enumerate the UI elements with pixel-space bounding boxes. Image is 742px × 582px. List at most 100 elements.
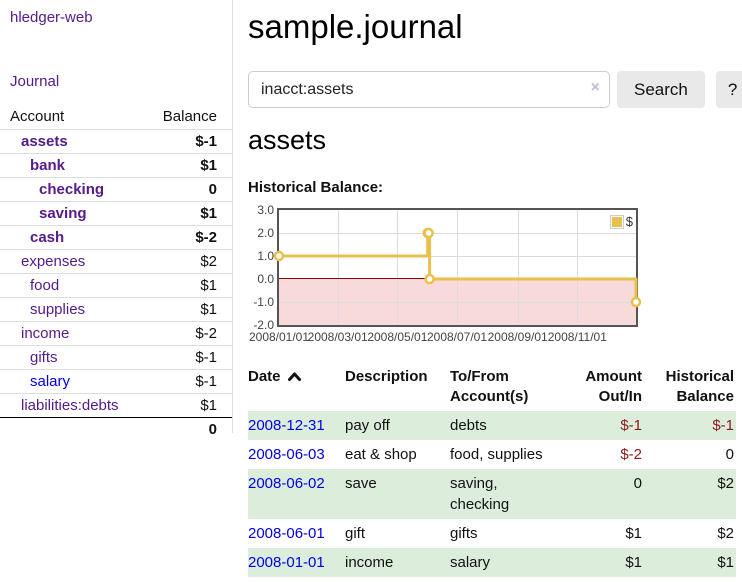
chart-legend: $ [609,214,633,229]
legend-label: $ [625,214,633,229]
transaction-amount: $-1 [620,417,642,434]
transaction-amount: $1 [625,525,642,542]
account-balance-food: $1 [200,277,217,294]
transaction-description: eat & shop [345,446,417,463]
account-row-salary: salary $-1 [0,369,232,394]
x-axis-tick-label: 2008/05/01 [367,330,428,344]
gridline [337,210,339,325]
transaction-accounts: food, supplies [450,446,543,463]
account-row-bank: bank $1 [0,153,232,178]
transaction-balance: 0 [725,446,734,463]
y-axis-tick-label: 1.0 [257,249,274,263]
transaction-description: income [345,554,394,571]
transaction-balance: $-1 [712,417,734,434]
account-row-gifts: gifts $-1 [0,345,232,370]
transaction-balance: $2 [717,475,734,492]
account-link-food[interactable]: food [30,277,60,294]
gridline [457,210,458,325]
clear-search-icon[interactable]: × [590,79,600,96]
transaction-accounts: salary [450,554,491,571]
sort-up-icon [287,372,301,381]
account-link-liabilities-debts[interactable]: liabilities:debts [21,397,119,414]
account-balance-expenses: $2 [200,253,217,270]
account-link-saving[interactable]: saving [39,205,87,222]
x-axis-tick-label: 2008/01/01 [248,330,310,344]
account-balance-assets: $-1 [195,133,217,150]
data-point-marker [423,227,434,239]
column-header-balance: Historical Balance [665,368,734,405]
account-balance-cash: $-2 [195,229,217,246]
accounts-table: Account Balance assets $-1 bank $1 checkin… [0,105,232,441]
transaction-date-link[interactable]: 2008-01-01 [248,554,325,571]
account-row-cash: cash $-2 [0,225,232,250]
account-row-checking: checking 0 [0,177,232,202]
accounts-header-row: Account Balance [0,105,232,130]
account-link-assets[interactable]: assets [21,133,68,150]
app-title-link[interactable]: hledger-web [10,9,93,26]
account-row-assets: assets $-1 [0,129,232,154]
transaction-amount: 0 [633,475,642,492]
gridline [517,210,519,325]
search-bar: × Search ? [248,71,742,108]
account-balance-salary: $-1 [195,373,217,390]
account-row-income: income $-2 [0,321,232,346]
register-header-row: Date Description To/From Account(s) Amoun… [248,365,736,411]
search-help-button[interactable]: ? [715,71,742,108]
account-link-checking[interactable]: checking [39,181,105,198]
account-link-cash[interactable]: cash [30,229,65,246]
search-input[interactable] [248,71,610,108]
search-button[interactable]: Search [617,71,705,108]
data-point-marker [273,250,285,262]
account-heading: assets [248,125,327,155]
account-row-liabilities-debts: liabilities:debts $1 [0,393,232,418]
balance-series-line [273,227,642,308]
transaction-date-link[interactable]: 2008-06-02 [248,475,325,492]
account-link-salary[interactable]: salary [30,373,71,390]
account-link-bank[interactable]: bank [30,157,66,174]
account-link-expenses[interactable]: expenses [21,253,86,270]
account-balance-supplies: $1 [200,301,217,318]
gridline [577,210,579,325]
register-row: 2008-01-01 income salary $1 $1 [248,548,736,577]
column-header-date[interactable]: Date [248,365,345,411]
account-link-gifts[interactable]: gifts [30,349,58,366]
y-axis-tick-label: -2.0 [253,318,274,332]
transaction-date-link[interactable]: 2008-06-01 [248,525,325,542]
transaction-description: gift [345,525,366,542]
legend-swatch [609,214,624,229]
account-balance-income: $-2 [195,325,217,342]
register-row: 2008-06-03 eat & shop food, supplies $-2… [248,440,736,469]
data-point-marker [630,296,642,308]
y-axis-tick-label: 3.0 [257,203,274,217]
sidebar-item-journal[interactable]: Journal [10,73,60,90]
sidebar: hledger-web Journal Account Balance asse… [0,0,233,438]
y-axis-tick-label: 2.0 [257,226,274,240]
transaction-description: pay off [345,417,390,434]
y-axis-tick-label: 0.0 [257,272,274,286]
gridline [397,210,399,325]
x-axis-tick-label: 2008/09/01 [487,330,548,344]
account-row-expenses: expenses $2 [0,249,232,274]
x-axis-tick-label: 2008/07/01 [426,330,488,344]
accounts-total-row: 0 [0,417,232,442]
account-balance-gifts: $-1 [195,349,217,366]
transaction-accounts: saving, checking [450,475,510,513]
register-row: 2008-06-02 save saving, checking 0 $2 [248,469,736,519]
account-link-supplies[interactable]: supplies [30,301,86,318]
chart-title: Historical Balance: [248,179,384,196]
transaction-date-link[interactable]: 2008-06-03 [248,446,325,463]
transaction-amount: $-2 [620,446,642,463]
historical-balance-chart: $ 3.0 2.0 1.0 0.0 -1.0 -2.0 2008/01/01 2008/03/… [248,203,742,345]
register-table: Date Description To/From Account(s) Amoun… [248,365,736,577]
accounts-header-account: Account [10,108,65,125]
y-axis-tick-label: -1.0 [253,295,274,309]
transaction-accounts: gifts [450,525,478,542]
page-title: sample.journal [248,8,463,45]
transaction-amount: $1 [625,554,642,571]
data-point-marker [424,273,435,285]
account-link-income[interactable]: income [21,325,70,342]
transaction-date-link[interactable]: 2008-12-31 [248,417,325,434]
main-content: sample.journal × Search ? assets Histori… [248,0,742,577]
column-header-accounts: To/From Account(s) [450,368,529,405]
transaction-balance: $1 [717,554,734,571]
